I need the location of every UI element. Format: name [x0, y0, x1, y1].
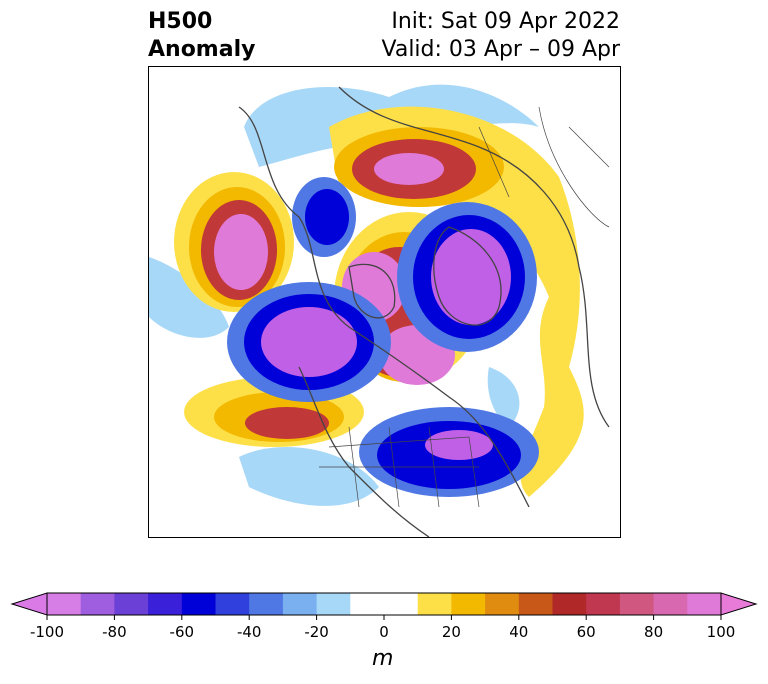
colorbar-unit: m	[372, 646, 394, 671]
colorbar-tick-label: 60	[577, 623, 596, 641]
colorbar-swatch	[215, 593, 250, 615]
colorbar-tick-label: 100	[707, 623, 736, 641]
colorbar-ticks: -100 -80 -60 -40 -20 0 20 40 60 80 100	[30, 615, 735, 641]
colorbar-swatch	[451, 593, 486, 615]
political-borders	[319, 106, 610, 508]
map-title: H500 Anomaly	[148, 8, 255, 64]
colorbar-under-arrow	[10, 592, 48, 616]
colorbar-swatch	[47, 593, 82, 615]
anomaly-map-svg	[149, 84, 610, 537]
anomaly-map	[148, 66, 621, 538]
colorbar-swatch	[114, 593, 149, 615]
colorbar-tick-label: 20	[442, 623, 461, 641]
colorbar-swatch	[80, 593, 115, 615]
colorbar-tick-label: 80	[644, 623, 663, 641]
colorbar-tick-label: -60	[170, 623, 195, 641]
colorbar-swatch	[552, 593, 587, 615]
colorbar-over-arrow	[720, 592, 758, 616]
colorbar-tick-label: -80	[102, 623, 127, 641]
colorbar-swatch	[485, 593, 520, 615]
colorbar-swatch	[181, 593, 216, 615]
valid-range: Valid: 03 Apr – 09 Apr	[381, 37, 621, 62]
colorbar-tick-label: -20	[304, 623, 329, 641]
colorbar-swatch	[148, 593, 183, 615]
colorbar-swatch	[384, 593, 419, 615]
colorbar-swatch	[316, 593, 351, 615]
anomaly-negative-peak	[261, 229, 511, 460]
colorbar-swatch	[619, 593, 655, 615]
title-field: Anomaly	[148, 37, 256, 62]
colorbar-swatch	[350, 593, 385, 615]
date-info: Init: Sat 09 Apr 2022 Valid: 03 Apr – 09…	[382, 8, 621, 64]
colorbar-swatches	[10, 592, 758, 616]
colorbar-swatch	[518, 593, 553, 615]
colorbar-swatch	[282, 593, 318, 615]
colorbar-tick-label: -100	[30, 623, 64, 641]
colorbar-swatch	[687, 593, 722, 615]
colorbar-swatch	[653, 593, 688, 615]
colorbar-swatch	[417, 593, 452, 615]
colorbar-tick-label: 0	[379, 623, 389, 641]
colorbar: -100 -80 -60 -40 -20 0 20 40 60 80 100	[10, 592, 758, 641]
title-variable: H500	[148, 9, 213, 34]
init-time: Init: Sat 09 Apr 2022	[391, 9, 620, 34]
colorbar-tick-label: 40	[509, 623, 528, 641]
colorbar-swatch	[249, 593, 284, 615]
colorbar-swatch	[586, 593, 621, 615]
colorbar-tick-label: -40	[237, 623, 262, 641]
